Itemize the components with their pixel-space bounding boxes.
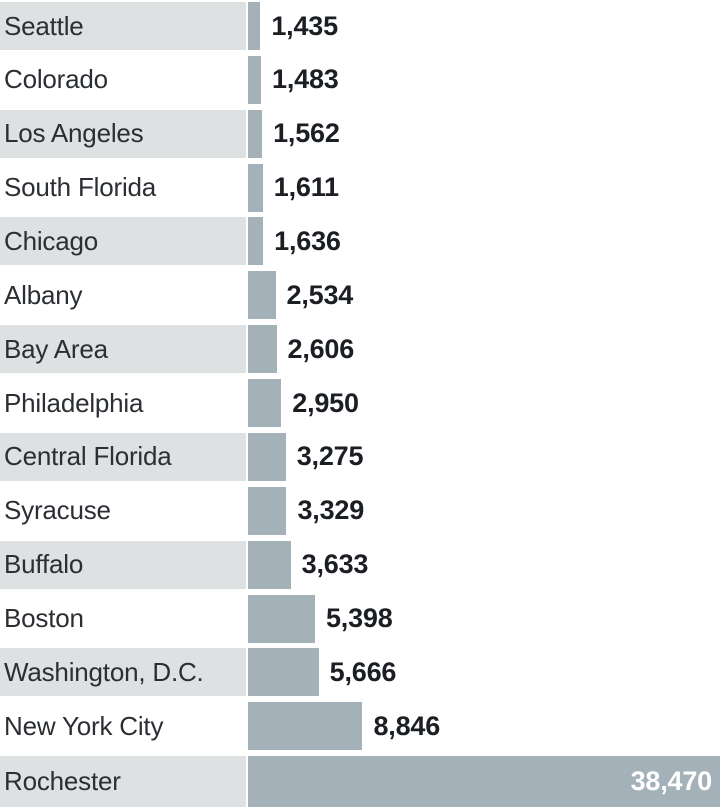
city-label: Boston [4,603,84,634]
city-label-band [0,109,246,158]
value-bar [248,55,262,104]
city-label-band [0,325,246,374]
city-label: Bay Area [4,333,108,364]
chart-row: Bay Area 2,606 [0,325,720,374]
value-label: 8,846 [373,710,441,741]
city-label-band [0,756,246,807]
value-label: 1,483 [272,64,339,95]
value-label: 3,275 [296,441,364,472]
value-bar [248,163,263,212]
value-bar [248,540,291,589]
value-bar [248,594,315,643]
chart-row: Los Angeles 1,562 [0,109,720,158]
value-label: 3,633 [301,549,369,580]
value-label: 3,329 [297,495,365,526]
chart-row: Albany 2,534 [0,271,720,320]
chart-row: Central Florida 3,275 [0,432,720,481]
city-label-band [0,540,246,589]
city-label: Buffalo [4,549,84,580]
value-label: 2,606 [287,333,355,364]
value-bar [248,486,287,535]
value-label: 1,636 [274,225,341,256]
value-label: 2,950 [292,387,359,418]
value-bar [248,702,363,751]
chart-row: Boston 5,398 [0,594,720,643]
chart-row: Seattle 1,435 [0,2,720,50]
chart-row: Washington, D.C. 5,666 [0,648,720,697]
city-label-band [0,648,246,697]
city-label: Los Angeles [4,118,144,149]
city-label: Chicago [4,225,98,256]
city-label: Colorado [4,64,108,95]
value-label: 38,470 [630,766,713,797]
city-label-band [0,432,246,481]
value-bar [248,217,264,266]
value-bar [248,648,319,697]
value-label: 1,611 [273,172,339,203]
value-label: 2,534 [286,279,354,310]
city-label: New York City [4,710,164,741]
city-label: Seattle [4,10,84,41]
city-label: Albany [4,279,83,310]
city-label: Philadelphia [4,387,144,418]
value-label: 5,666 [329,656,397,687]
chart-row: South Florida 1,611 [0,163,720,212]
value-label: 1,562 [273,118,340,149]
city-label: South Florida [4,172,157,203]
city-label: Rochester [4,766,121,797]
chart-row: Chicago 1,636 [0,217,720,266]
value-bar [248,756,720,807]
value-bar [248,325,277,374]
city-label: Washington, D.C. [4,656,204,687]
chart-row: Colorado 1,483 [0,55,720,104]
chart-row: Buffalo 3,633 [0,540,720,589]
value-bar [248,109,263,158]
value-bar [248,379,282,428]
city-label-band [0,217,246,266]
chart-row: Rochester 38,470 [0,756,720,807]
value-bar [248,271,276,320]
chart-row: New York City 8,846 [0,702,720,751]
value-label: 1,435 [271,10,338,41]
city-label-band [0,2,246,50]
city-label: Syracuse [4,495,111,526]
chart-row: Philadelphia 2,950 [0,379,720,428]
chart-row: Syracuse 3,329 [0,486,720,535]
city-label: Central Florida [4,441,172,472]
value-bar [248,432,286,481]
value-bar [248,2,261,50]
value-label: 5,398 [325,603,393,634]
